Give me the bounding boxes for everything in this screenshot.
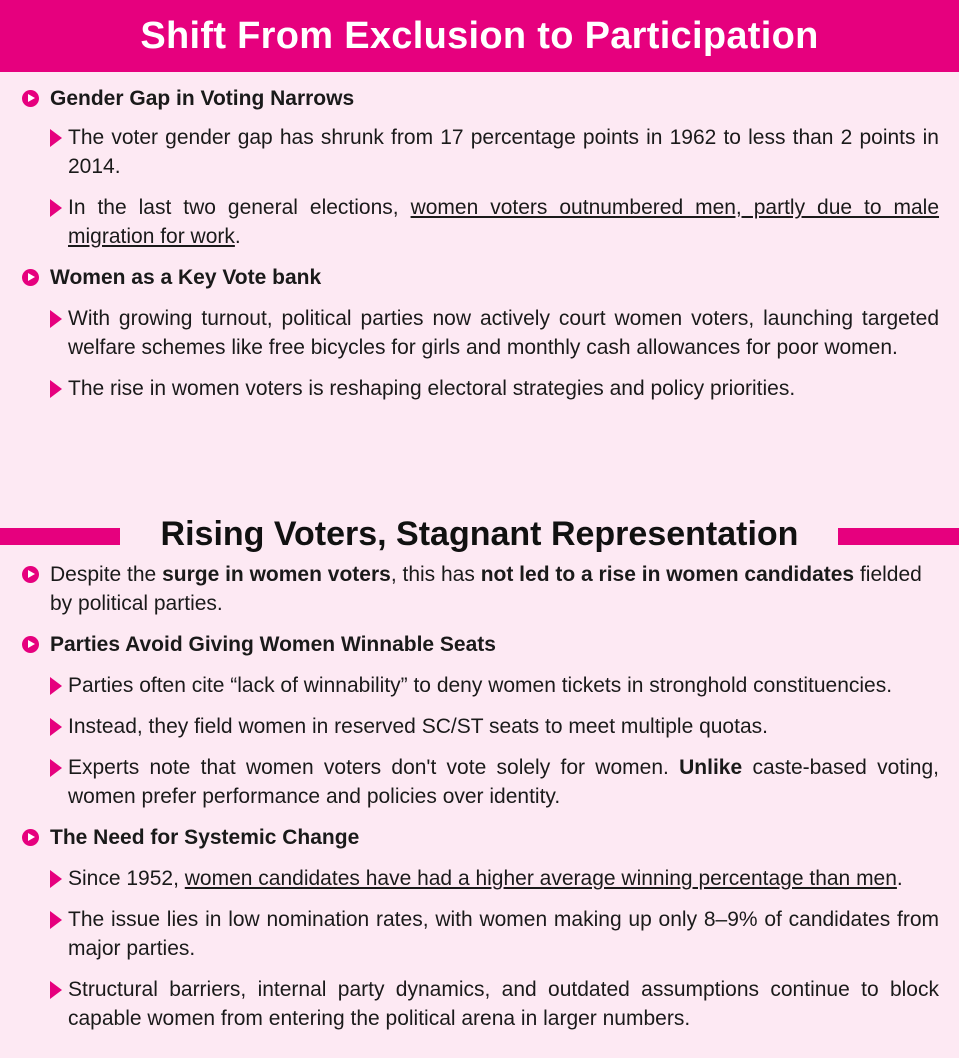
accent-bar-left (0, 528, 120, 545)
section-heading: Rising Voters, Stagnant Representation (0, 512, 959, 556)
triangle-bullet-icon (50, 718, 62, 736)
circle-arrow-icon (22, 90, 39, 107)
underlined-text: women voters outnumbered men, partly due… (68, 196, 940, 248)
circle-arrow-icon (22, 566, 39, 583)
triangle-bullet-icon (50, 677, 62, 695)
bullet-systemic-3: Structural barriers, internal party dyna… (0, 975, 959, 1033)
circle-arrow-icon (22, 269, 39, 286)
bullet-winnable-2: Instead, they field women in reserved SC… (0, 712, 959, 741)
circle-arrow-icon (22, 636, 39, 653)
triangle-bullet-icon (50, 199, 62, 217)
triangle-bullet-icon (50, 981, 62, 999)
triangle-bullet-icon (50, 870, 62, 888)
heading-vote-bank: Women as a Key Vote bank (0, 263, 959, 292)
section-representation: Rising Voters, Stagnant Representation D… (0, 512, 959, 1033)
bullet-vote-bank-1: With growing turnout, political parties … (0, 304, 959, 362)
section-participation: Gender Gap in Voting Narrows The voter g… (0, 84, 959, 403)
bullet-winnable-3: Experts note that women voters don't vot… (0, 753, 959, 811)
triangle-bullet-icon (50, 129, 62, 147)
bullet-winnable-1: Parties often cite “lack of winnability”… (0, 671, 959, 700)
heading-winnable-seats: Parties Avoid Giving Women Winnable Seat… (0, 630, 959, 659)
bullet-gender-gap-1: The voter gender gap has shrunk from 17 … (0, 123, 959, 181)
heading-systemic-change: The Need for Systemic Change (0, 823, 959, 852)
section-heading-text: Rising Voters, Stagnant Representation (160, 515, 799, 553)
triangle-bullet-icon (50, 759, 62, 777)
bullet-systemic-2: The issue lies in low nomination rates, … (0, 905, 959, 963)
circle-arrow-icon (22, 829, 39, 846)
bullet-vote-bank-2: The rise in women voters is reshaping el… (0, 374, 959, 403)
bullet-gender-gap-2: In the last two general elections, women… (0, 193, 959, 251)
page-title: Shift From Exclusion to Participation (0, 0, 959, 72)
triangle-bullet-icon (50, 380, 62, 398)
underlined-text: women candidates have had a higher avera… (184, 867, 897, 890)
accent-bar-right (838, 528, 959, 545)
triangle-bullet-icon (50, 911, 62, 929)
intro-paragraph: Despite the surge in women voters, this … (0, 560, 959, 618)
triangle-bullet-icon (50, 310, 62, 328)
bullet-systemic-1: Since 1952, women candidates have had a … (0, 864, 959, 893)
heading-gender-gap: Gender Gap in Voting Narrows (0, 84, 959, 113)
